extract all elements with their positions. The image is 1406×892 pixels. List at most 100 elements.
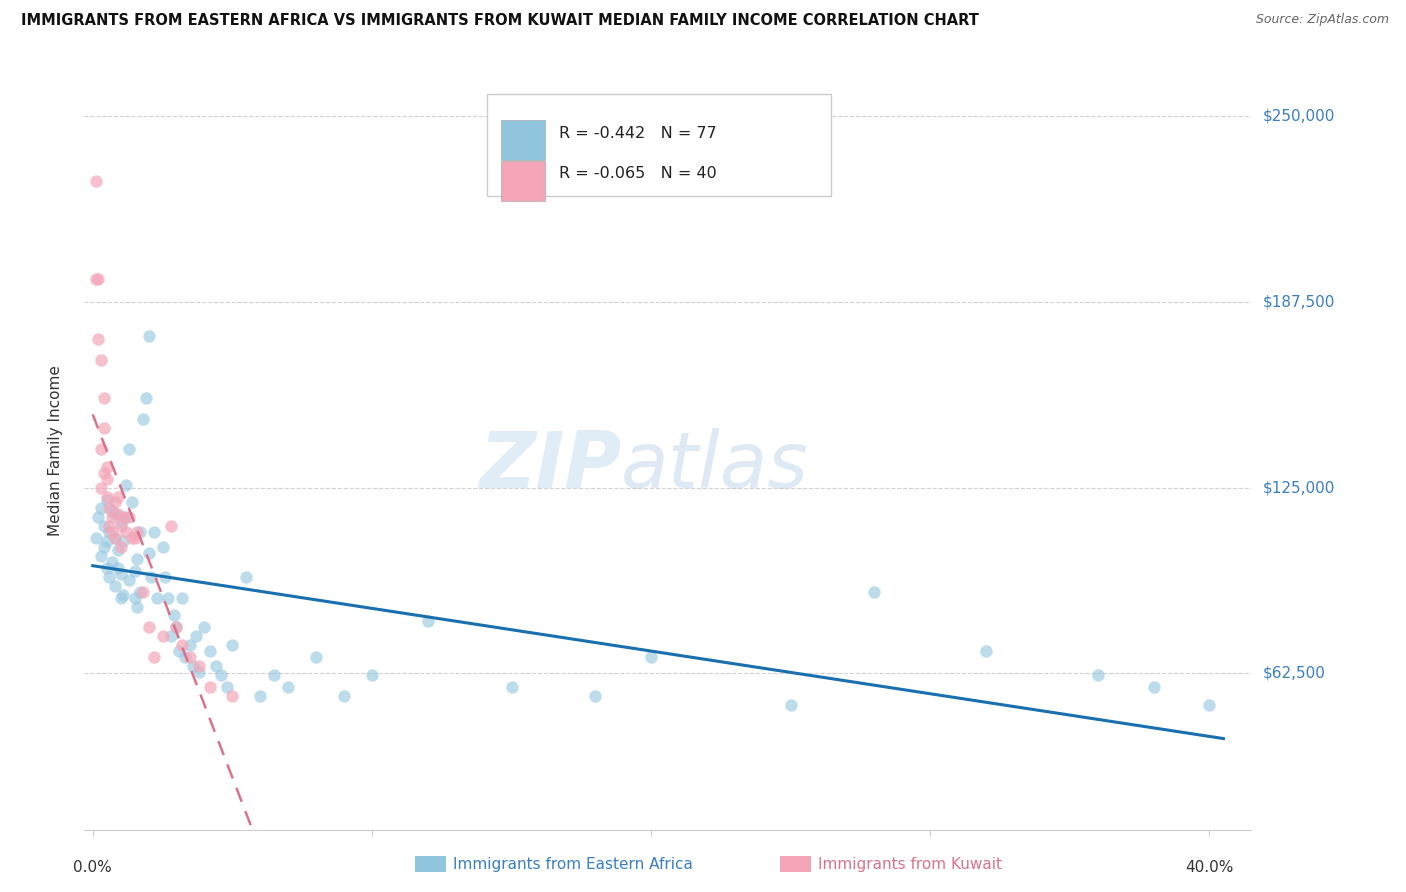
Point	[90, 549, 112, 563]
Point	[193, 620, 215, 634]
Point	[184, 629, 207, 643]
Point	[160, 629, 183, 643]
Text: R = -0.065   N = 40: R = -0.065 N = 40	[560, 167, 717, 181]
Point	[152, 629, 174, 643]
Point	[263, 668, 285, 682]
Point	[974, 644, 997, 658]
Point	[127, 552, 149, 566]
Point	[179, 650, 201, 665]
Point	[121, 495, 143, 509]
Point	[235, 570, 257, 584]
Point	[90, 442, 112, 456]
Text: Immigrants from Eastern Africa: Immigrants from Eastern Africa	[453, 857, 693, 871]
Point	[107, 543, 129, 558]
Point	[127, 525, 149, 540]
Text: $250,000: $250,000	[1263, 109, 1334, 123]
Point	[333, 689, 356, 703]
Point	[93, 540, 115, 554]
Point	[98, 525, 121, 540]
Point	[215, 680, 238, 694]
Point	[181, 659, 204, 673]
Point	[179, 638, 201, 652]
Point	[101, 510, 124, 524]
Point	[93, 519, 115, 533]
Point	[170, 638, 193, 652]
FancyBboxPatch shape	[501, 120, 546, 160]
Point	[93, 466, 115, 480]
Point	[132, 584, 155, 599]
Point	[118, 573, 141, 587]
Point	[110, 566, 132, 581]
Point	[101, 525, 124, 540]
Point	[96, 492, 118, 507]
Point	[84, 174, 107, 188]
Point	[115, 510, 138, 524]
Point	[138, 546, 160, 560]
Point	[93, 421, 115, 435]
Y-axis label: Median Family Income: Median Family Income	[48, 365, 63, 536]
Point	[501, 680, 523, 694]
Point	[84, 272, 107, 286]
Point	[157, 591, 180, 605]
Point	[221, 638, 243, 652]
Text: atlas: atlas	[621, 427, 808, 504]
Point	[107, 561, 129, 575]
Point	[779, 698, 801, 712]
Point	[110, 519, 132, 533]
Point	[129, 525, 152, 540]
Point	[152, 540, 174, 554]
Point	[127, 599, 149, 614]
Point	[135, 392, 157, 406]
Point	[87, 332, 110, 346]
Point	[198, 680, 221, 694]
Point	[101, 504, 124, 518]
Point	[160, 519, 183, 533]
Point	[96, 561, 118, 575]
Text: R = -0.442   N = 77: R = -0.442 N = 77	[560, 126, 717, 141]
Point	[138, 329, 160, 343]
Point	[124, 531, 146, 545]
Point	[96, 459, 118, 474]
FancyBboxPatch shape	[486, 95, 831, 196]
Point	[104, 579, 127, 593]
Point	[90, 501, 112, 516]
Point	[96, 534, 118, 549]
Point	[129, 584, 152, 599]
Point	[110, 540, 132, 554]
Point	[112, 588, 135, 602]
Point	[204, 659, 226, 673]
Point	[90, 481, 112, 495]
Point	[98, 501, 121, 516]
Point	[112, 510, 135, 524]
Point	[170, 591, 193, 605]
Text: Source: ZipAtlas.com: Source: ZipAtlas.com	[1256, 13, 1389, 27]
Point	[863, 584, 886, 599]
Point	[112, 534, 135, 549]
Point	[110, 591, 132, 605]
Text: IMMIGRANTS FROM EASTERN AFRICA VS IMMIGRANTS FROM KUWAIT MEDIAN FAMILY INCOME CO: IMMIGRANTS FROM EASTERN AFRICA VS IMMIGR…	[21, 13, 979, 29]
Point	[115, 477, 138, 491]
Point	[132, 412, 155, 426]
Point	[124, 591, 146, 605]
Text: $62,500: $62,500	[1263, 666, 1326, 681]
Point	[101, 555, 124, 569]
Point	[90, 352, 112, 367]
Text: $187,500: $187,500	[1263, 294, 1334, 310]
Point	[583, 689, 606, 703]
Point	[138, 620, 160, 634]
Point	[141, 570, 163, 584]
Point	[1143, 680, 1166, 694]
Text: Immigrants from Kuwait: Immigrants from Kuwait	[818, 857, 1002, 871]
Point	[110, 516, 132, 531]
Point	[146, 591, 169, 605]
Point	[166, 620, 188, 634]
Point	[155, 570, 177, 584]
Point	[305, 650, 328, 665]
Point	[107, 508, 129, 522]
Point	[143, 650, 166, 665]
Point	[187, 665, 209, 679]
Point	[118, 442, 141, 456]
Point	[96, 490, 118, 504]
Text: 0.0%: 0.0%	[73, 860, 112, 875]
Point	[361, 668, 384, 682]
